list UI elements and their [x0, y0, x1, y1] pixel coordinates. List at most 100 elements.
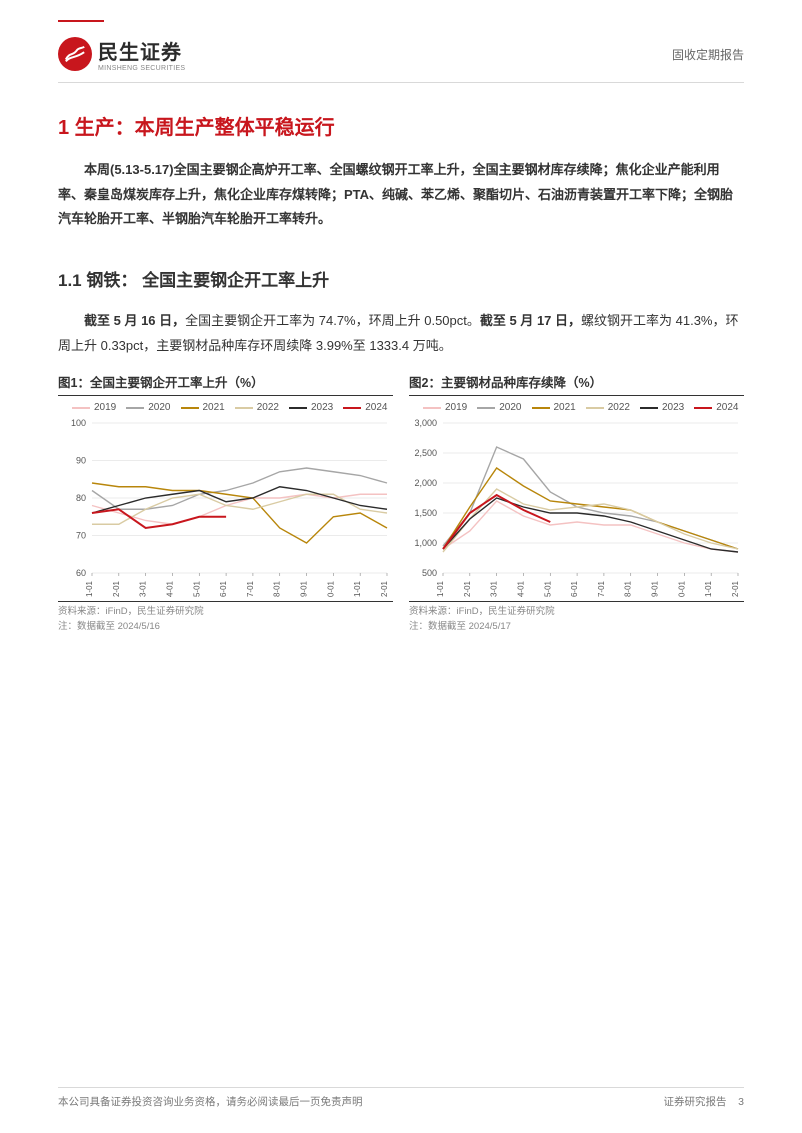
- logo-text-en: MINSHENG SECURITIES: [98, 65, 185, 72]
- svg-text:12-01: 12-01: [380, 581, 389, 598]
- svg-text:05-01: 05-01: [543, 581, 552, 598]
- legend-label: 2019: [94, 402, 116, 413]
- legend-item: 2022: [235, 402, 279, 413]
- section-1-1-para: 截至 5 月 16 日，全国主要钢企开工率为 74.7%，环周上升 0.50pc…: [58, 309, 744, 358]
- svg-text:03-01: 03-01: [139, 581, 148, 598]
- legend-item: 2024: [343, 402, 387, 413]
- svg-text:60: 60: [76, 568, 86, 578]
- svg-text:09-01: 09-01: [651, 581, 660, 598]
- legend-item: 2020: [126, 402, 170, 413]
- chart-2-svg: 5001,0001,5002,0002,5003,00001-0102-0103…: [409, 417, 744, 597]
- svg-text:10-01: 10-01: [677, 581, 686, 598]
- section-1-intro: 本周(5.13-5.17)全国主要钢企高炉开工率、全国螺纹钢开工率上升，全国主要…: [58, 158, 744, 232]
- chart-2-legend: 2019 2020 2021 2022 2023 2024: [409, 402, 744, 413]
- footer-left: 本公司具备证券投资咨询业务资格，请务必阅读最后一页免责声明: [58, 1094, 363, 1109]
- legend-label: 2020: [148, 402, 170, 413]
- legend-item: 2024: [694, 402, 738, 413]
- svg-text:01-01: 01-01: [436, 581, 445, 598]
- svg-text:90: 90: [76, 456, 86, 466]
- legend-swatch: [126, 407, 144, 409]
- chart-2: 图2：主要钢材品种库存续降（%） 2019 2020 2021 2022 2023 202…: [409, 372, 744, 634]
- chart-2-source: 资料来源：iFinD，民生证券研究院 注：数据截至 2024/5/17: [409, 601, 744, 634]
- legend-item: 2019: [72, 402, 116, 413]
- svg-text:05-01: 05-01: [192, 581, 201, 598]
- chart-1-source-text: 资料来源：iFinD，民生证券研究院: [58, 605, 393, 619]
- para-bold-1: 截至 5 月 16 日，: [84, 313, 185, 328]
- chart-2-source-text: 资料来源：iFinD，民生证券研究院: [409, 605, 744, 619]
- svg-text:100: 100: [71, 418, 86, 428]
- svg-text:11-01: 11-01: [704, 581, 713, 598]
- footer-right-label: 证券研究报告: [663, 1096, 726, 1108]
- legend-label: 2022: [608, 402, 630, 413]
- footer: 本公司具备证券投资咨询业务资格，请务必阅读最后一页免责声明 证券研究报告 3: [58, 1087, 744, 1109]
- svg-text:500: 500: [422, 568, 437, 578]
- section-1-1-title: 1.1 钢铁： 全国主要钢企开工率上升: [58, 266, 744, 291]
- legend-swatch: [586, 407, 604, 409]
- svg-text:08-01: 08-01: [624, 581, 633, 598]
- chart-2-note: 注：数据截至 2024/5/17: [409, 620, 744, 634]
- svg-text:08-01: 08-01: [273, 581, 282, 598]
- chart-1-legend: 2019 2020 2021 2022 2023 2024: [58, 402, 393, 413]
- chart-1: 图1：全国主要钢企开工率上升（%） 2019202020212022202320…: [58, 372, 393, 634]
- svg-text:07-01: 07-01: [597, 581, 606, 598]
- legend-label: 2023: [662, 402, 684, 413]
- legend-item: 2022: [586, 402, 630, 413]
- legend-label: 2023: [311, 402, 333, 413]
- legend-item: 2023: [289, 402, 333, 413]
- legend-swatch: [423, 407, 441, 409]
- legend-item: 2021: [532, 402, 576, 413]
- svg-text:06-01: 06-01: [570, 581, 579, 598]
- section-1-title: 1 生产：本周生产整体平稳运行: [58, 111, 744, 140]
- svg-text:80: 80: [76, 493, 86, 503]
- legend-label: 2019: [445, 402, 467, 413]
- svg-text:12-01: 12-01: [731, 581, 740, 598]
- legend-swatch: [181, 407, 199, 409]
- logo-text-cn: 民生证券: [98, 36, 185, 65]
- chart-1-title: 图1：全国主要钢企开工率上升（%）: [58, 372, 393, 396]
- svg-text:01-01: 01-01: [85, 581, 94, 598]
- page-header: 民生证券 MINSHENG SECURITIES 固收定期报告: [58, 36, 744, 83]
- legend-label: 2021: [203, 402, 225, 413]
- legend-label: 2020: [499, 402, 521, 413]
- para-bold-2: 截至 5 月 17 日，: [480, 313, 581, 328]
- chart-1-source: 资料来源：iFinD，民生证券研究院 注：数据截至 2024/5/16: [58, 601, 393, 634]
- svg-text:07-01: 07-01: [246, 581, 255, 598]
- legend-label: 2024: [716, 402, 738, 413]
- svg-text:09-01: 09-01: [300, 581, 309, 598]
- svg-text:3,000: 3,000: [414, 418, 437, 428]
- chart-1-svg: 60 70 80 90 100 01-01 02-01 03-01 04-01 05-01 06-0…: [58, 417, 393, 597]
- svg-text:2,500: 2,500: [414, 448, 437, 458]
- svg-text:03-01: 03-01: [490, 581, 499, 598]
- legend-swatch: [694, 407, 712, 409]
- chart-2-title: 图2：主要钢材品种库存续降（%）: [409, 372, 744, 396]
- legend-swatch: [289, 407, 307, 409]
- page-number: 3: [738, 1096, 744, 1108]
- svg-text:10-01: 10-01: [326, 581, 335, 598]
- legend-swatch: [235, 407, 253, 409]
- logo-icon: [58, 37, 92, 71]
- legend-label: 2022: [257, 402, 279, 413]
- para-text-1: 全国主要钢企开工率为 74.7%，环周上升 0.50pct。: [185, 313, 480, 328]
- svg-text:04-01: 04-01: [165, 581, 174, 598]
- legend-swatch: [640, 407, 658, 409]
- svg-text:1,000: 1,000: [414, 538, 437, 548]
- svg-text:70: 70: [76, 531, 86, 541]
- legend-swatch: [343, 407, 361, 409]
- legend-item: 2019: [423, 402, 467, 413]
- legend-swatch: [477, 407, 495, 409]
- legend-item: 2023: [640, 402, 684, 413]
- chart-1-note: 注：数据截至 2024/5/16: [58, 620, 393, 634]
- svg-text:04-01: 04-01: [516, 581, 525, 598]
- legend-swatch: [532, 407, 550, 409]
- legend-item: 2020: [477, 402, 521, 413]
- legend-label: 2024: [365, 402, 387, 413]
- legend-item: 2021: [181, 402, 225, 413]
- svg-text:02-01: 02-01: [463, 581, 472, 598]
- svg-text:11-01: 11-01: [353, 581, 362, 598]
- legend-swatch: [72, 407, 90, 409]
- legend-label: 2021: [554, 402, 576, 413]
- svg-text:02-01: 02-01: [112, 581, 121, 598]
- charts-row: 图1：全国主要钢企开工率上升（%） 2019202020212022202320…: [58, 372, 744, 634]
- svg-text:1,500: 1,500: [414, 508, 437, 518]
- svg-text:06-01: 06-01: [219, 581, 228, 598]
